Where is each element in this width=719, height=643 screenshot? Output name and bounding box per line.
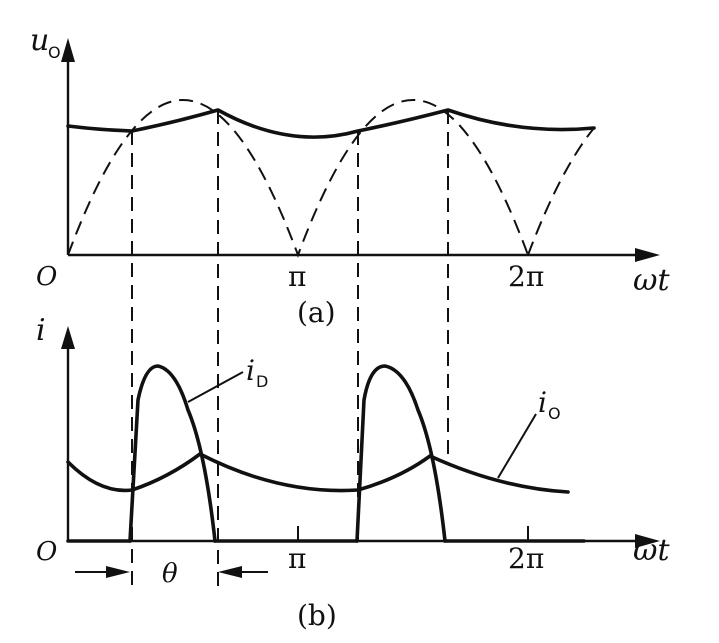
diode-current-label-sub: D — [256, 372, 268, 391]
panel-a-tick-pi: π — [288, 260, 306, 293]
panel-b-y-label: i — [36, 313, 46, 348]
panel-b-diode-current-pulse-2 — [355, 364, 447, 543]
panel-b-caption: (b) — [297, 599, 337, 632]
panel-a-tick-2pi: 2π — [508, 260, 544, 293]
panel-a-y-arrow-icon — [61, 38, 75, 62]
panel-b-leader-iO — [497, 413, 537, 479]
panel-b-tick-2pi: 2π — [508, 542, 544, 575]
panel-b-leader-iD — [187, 371, 244, 403]
conduction-angle-label: θ — [162, 559, 178, 589]
panel-b-y-arrow-icon — [61, 326, 75, 349]
panel-a-rectified-sine-tail — [527, 127, 595, 256]
output-current-label-sub: O — [548, 404, 561, 423]
panel-a-x-arrow-icon — [635, 248, 660, 262]
panel-b-x-label: ωt — [633, 533, 670, 568]
panel-b-tick-pi: π — [288, 542, 306, 575]
panel-a-origin-label: O — [36, 262, 57, 292]
panel-b-x-arrow-icon — [635, 534, 660, 548]
panel-a-rectified-sine-dashed — [67, 99, 529, 258]
panel-a-y-label: u — [30, 23, 49, 58]
panel-a-x-label: ωt — [633, 263, 670, 298]
theta-arrow-right-icon — [218, 566, 242, 578]
panel-a-y-label-sub: O — [48, 43, 61, 62]
output-current-label: i — [538, 386, 547, 419]
panel-b-output-current-curve — [66, 452, 570, 494]
panel-a-output-voltage-curve — [66, 108, 596, 139]
panel-b: i O π 2π ωt i D i O θ (b) — [36, 313, 670, 632]
theta-arrow-left-icon — [106, 566, 130, 578]
panel-b-diode-current-pulse-1 — [128, 364, 217, 543]
panel-b-origin-label: O — [36, 537, 57, 567]
panel-a-caption: (a) — [297, 296, 336, 329]
panel-a: u O O π 2π ωt (a) — [30, 23, 670, 590]
diode-current-label: i — [246, 354, 255, 387]
